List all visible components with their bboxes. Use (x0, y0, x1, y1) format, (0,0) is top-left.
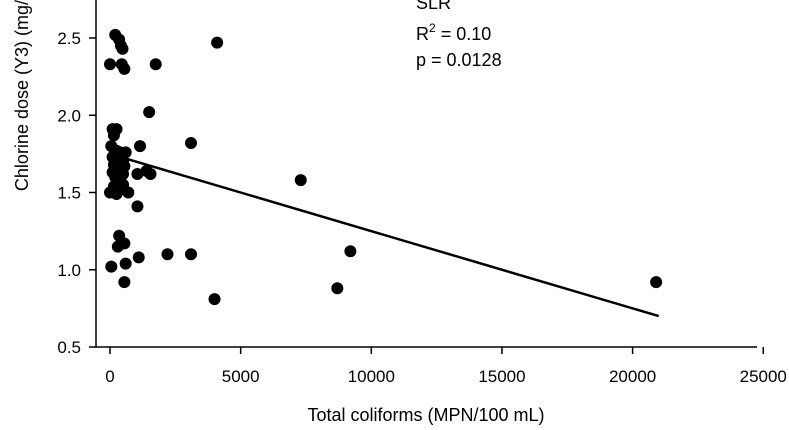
y-tick-label: 1.0 (57, 261, 81, 280)
data-point (149, 58, 162, 71)
data-points (104, 28, 663, 306)
data-point (118, 276, 131, 289)
data-point (161, 248, 174, 261)
data-point (344, 245, 357, 258)
data-point (131, 200, 144, 213)
data-point (111, 240, 124, 253)
data-point (294, 174, 307, 187)
data-point (107, 129, 120, 142)
x-tick-label: 10000 (348, 367, 395, 386)
data-point (119, 257, 132, 270)
data-point (211, 36, 224, 49)
data-point (650, 276, 663, 289)
x-tick-label: 15000 (478, 367, 525, 386)
data-point (110, 188, 123, 201)
axes: 0 5000 10000 15000 20000 25000 0.5 1.0 1.5 2.0 2.… (57, 0, 787, 386)
y-tick-label: 0.5 (57, 338, 81, 357)
data-point (118, 62, 131, 75)
r-squared-value: = 0.10 (436, 24, 492, 44)
regression-annotation: SLR R2 = 0.10 p = 0.0128 (416, 0, 502, 70)
y-axis-title: Chlorine dose (Y3) (mg/ (12, 0, 32, 191)
x-tick-label: 5000 (222, 367, 260, 386)
r-squared-label: R2 = 0.10 (416, 21, 491, 44)
annotation-top-cut: SLR (416, 0, 451, 13)
y-tick-label: 2.0 (57, 106, 81, 125)
data-point (143, 106, 156, 119)
r-squared-superscript: 2 (429, 21, 436, 35)
data-point (132, 251, 145, 264)
y-tick-label: 2.5 (57, 29, 81, 48)
y-tick-label: 1.5 (57, 184, 81, 203)
regression-line (109, 152, 660, 318)
data-point (105, 260, 118, 273)
data-point (131, 167, 144, 180)
data-point (122, 186, 135, 199)
data-point (208, 293, 221, 306)
data-point (185, 137, 198, 150)
regression-line-group (109, 152, 660, 318)
x-tick-label: 20000 (609, 367, 656, 386)
data-point (144, 167, 157, 180)
data-point (104, 58, 116, 71)
data-point (185, 248, 198, 261)
x-tick-label: 0 (105, 367, 114, 386)
r-squared-prefix: R (416, 24, 429, 44)
data-point (116, 42, 129, 55)
x-tick-label: 25000 (740, 367, 787, 386)
y-ticks: 0.5 1.0 1.5 2.0 2.5 (57, 29, 96, 357)
x-ticks: 0 5000 10000 15000 20000 25000 (105, 347, 787, 386)
data-point (134, 140, 147, 153)
p-value-label: p = 0.0128 (416, 50, 502, 70)
x-axis-title: Total coliforms (MPN/100 mL) (307, 405, 544, 425)
data-point (331, 282, 344, 295)
